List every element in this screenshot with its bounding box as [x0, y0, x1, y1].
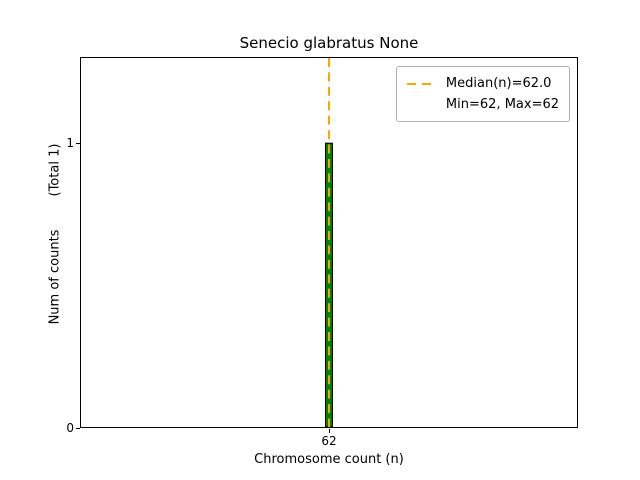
y-axis-label: Num of counts (Total 1)	[47, 143, 63, 325]
chart-title: Senecio glabratus None	[239, 34, 419, 52]
legend-label-median: Median(n)=62.0	[445, 76, 552, 91]
x-axis-label: Chromosome count (n)	[254, 452, 404, 467]
legend-label-minmax: Min=62, Max=62	[445, 97, 559, 112]
legend: Median(n)=62.0 Min=62, Max=62	[395, 66, 570, 122]
plot-area: Median(n)=62.0 Min=62, Max=62	[80, 57, 578, 428]
x-tick-mark	[329, 429, 330, 433]
y-tick-mark	[76, 428, 80, 429]
y-tick-label-0: 0	[66, 421, 74, 435]
plot-canvas	[325, 58, 333, 427]
y-tick-mark	[76, 142, 80, 144]
y-tick-label-1: 1	[66, 135, 74, 150]
x-tick-label-62: 62	[321, 434, 337, 448]
legend-entry-median: Median(n)=62.0	[406, 73, 559, 94]
legend-entry-minmax: Min=62, Max=62	[407, 94, 559, 115]
legend-sample-spacer	[407, 103, 437, 107]
bar-62	[325, 142, 333, 427]
median-dashed-line-icon	[406, 82, 437, 85]
